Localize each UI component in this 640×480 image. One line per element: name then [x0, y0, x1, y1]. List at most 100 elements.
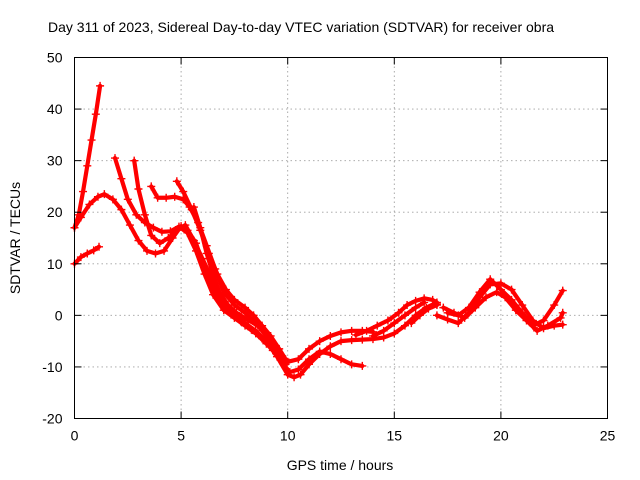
data-point	[285, 368, 294, 377]
series-trace	[409, 302, 440, 326]
data-point	[160, 246, 169, 255]
data-point	[511, 306, 520, 315]
data-point	[236, 317, 245, 326]
data-point	[162, 193, 171, 202]
data-point	[266, 331, 275, 340]
data-point	[275, 344, 284, 353]
data-point	[172, 177, 181, 186]
data-point	[481, 293, 490, 302]
y-tick-label: 10	[47, 256, 63, 272]
data-point	[351, 330, 360, 339]
data-point	[140, 210, 149, 219]
series-trace	[370, 300, 427, 339]
data-point	[362, 326, 371, 335]
series-trace	[174, 179, 288, 362]
data-point	[407, 319, 416, 328]
data-point	[326, 331, 335, 340]
data-point	[556, 313, 565, 322]
data-point	[79, 187, 88, 196]
data-point	[368, 331, 377, 340]
data-point	[550, 301, 559, 310]
data-point	[294, 355, 303, 364]
data-point	[558, 286, 567, 295]
x-tick-label: 0	[71, 428, 79, 444]
data-point	[93, 192, 102, 201]
data-point	[337, 355, 345, 364]
data-point	[373, 321, 382, 330]
data-point	[383, 316, 392, 325]
data-point	[337, 337, 345, 346]
data-point	[202, 249, 211, 258]
data-point	[420, 298, 429, 307]
data-point	[189, 203, 198, 212]
ticks: 0 5 10 15 20 25 -20 -10 0 10 20 30 40 50	[42, 50, 615, 444]
data-point	[358, 335, 367, 344]
data-point	[181, 221, 190, 230]
data-point	[89, 246, 98, 255]
data-point	[533, 326, 542, 335]
data-point	[428, 295, 437, 304]
data-point	[501, 293, 510, 302]
data-point	[253, 321, 262, 330]
series-arc-mid-2	[172, 177, 290, 364]
x-tick-label: 25	[600, 428, 616, 444]
data-point	[347, 326, 356, 335]
y-tick-label: -10	[42, 359, 62, 375]
data-point	[347, 360, 356, 369]
data-point	[241, 303, 250, 312]
data-point	[91, 110, 100, 119]
data-point	[305, 355, 314, 364]
data-point	[492, 288, 501, 297]
data-point	[83, 249, 92, 258]
series-group	[70, 81, 567, 382]
data-point	[558, 320, 567, 329]
data-point	[460, 313, 469, 322]
data-point	[134, 185, 143, 194]
data-point	[411, 296, 420, 305]
series-arc-mid-3	[189, 203, 262, 330]
data-point	[87, 136, 96, 145]
data-point	[76, 253, 85, 262]
data-point	[471, 303, 480, 312]
series-trace	[445, 277, 565, 328]
data-point	[305, 344, 314, 353]
data-point	[486, 275, 495, 284]
data-point	[147, 182, 156, 191]
y-tick-label: 20	[47, 204, 63, 220]
data-point	[108, 195, 117, 204]
data-point	[347, 336, 356, 345]
data-point	[522, 316, 531, 325]
grid	[74, 57, 608, 419]
x-axis-label: GPS time / hours	[287, 457, 394, 473]
data-point	[117, 205, 126, 214]
data-point	[130, 156, 139, 165]
data-point	[76, 213, 85, 222]
data-point	[123, 195, 132, 204]
data-point	[315, 337, 324, 346]
data-point	[432, 301, 441, 310]
data-point	[243, 315, 252, 324]
data-point	[258, 334, 267, 343]
data-point	[198, 254, 207, 263]
data-point	[379, 333, 388, 342]
x-tick-label: 5	[177, 428, 185, 444]
data-point	[132, 210, 141, 219]
data-point	[95, 242, 104, 251]
data-point	[296, 370, 305, 379]
series-trace	[353, 296, 440, 338]
data-point	[151, 249, 160, 258]
data-point	[411, 303, 420, 312]
data-point	[337, 328, 345, 337]
data-point	[390, 329, 399, 338]
data-point	[315, 347, 324, 356]
data-point	[232, 308, 241, 317]
data-point	[221, 285, 230, 294]
data-point	[432, 311, 441, 320]
series-arc-long-3	[130, 156, 367, 377]
data-point	[449, 308, 458, 317]
data-point	[390, 319, 399, 328]
data-point	[164, 234, 173, 242]
data-point	[249, 311, 258, 320]
y-tick-label: 30	[47, 153, 63, 169]
